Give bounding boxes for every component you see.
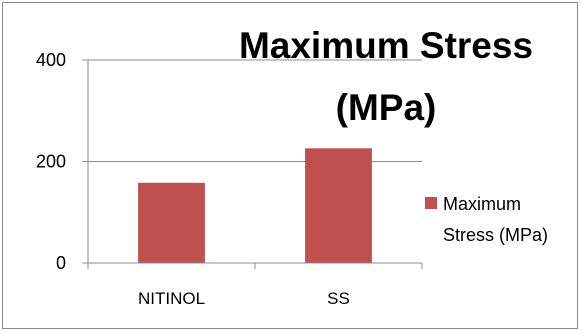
y-tick-label: 200 <box>36 152 66 172</box>
chart-title-line-2: (MPa) <box>336 87 437 128</box>
x-tick-label: NITINOL <box>138 289 205 308</box>
y-tick-label: 400 <box>36 50 66 70</box>
chart-frame <box>2 2 578 329</box>
bar-ss <box>305 148 372 263</box>
bars <box>138 148 372 263</box>
legend-label-line-1: Maximum <box>443 194 521 214</box>
x-tick-labels: NITINOL SS <box>138 289 350 308</box>
chart-title-line-1: Maximum Stress <box>239 25 533 66</box>
axes <box>87 60 423 269</box>
legend-label-line-2: Stress (MPa) <box>443 225 548 245</box>
legend-swatch <box>425 197 437 209</box>
x-tick-label: SS <box>327 289 350 308</box>
y-tick-label: 0 <box>56 253 66 273</box>
legend: Maximum Stress (MPa) <box>425 194 548 245</box>
y-tick-labels: 0 200 400 <box>36 50 66 273</box>
bar-nitinol <box>138 182 205 263</box>
